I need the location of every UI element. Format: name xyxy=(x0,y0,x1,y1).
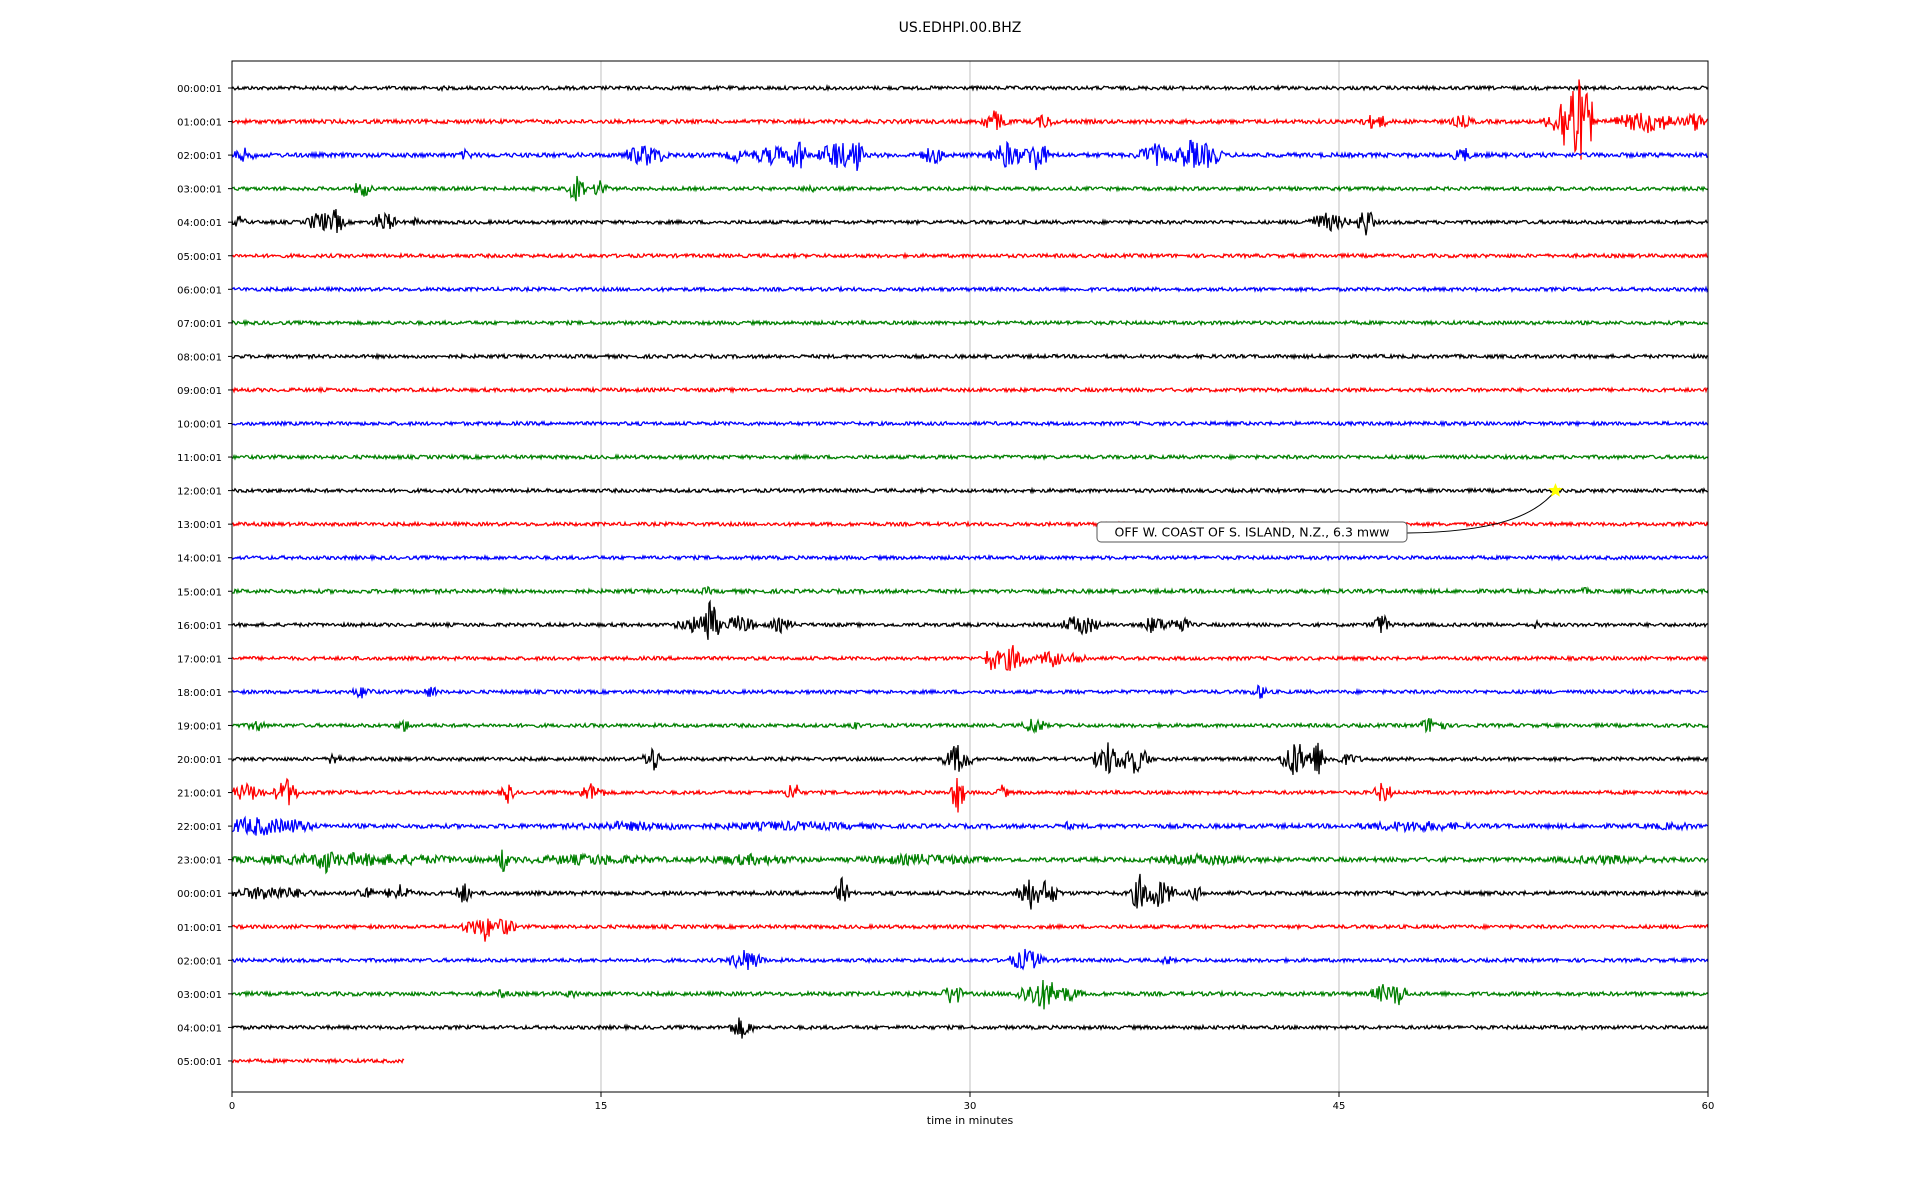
row-label: 03:00:01 xyxy=(177,990,222,1001)
x-tick-label: 60 xyxy=(1702,1101,1715,1112)
annotation-text: OFF W. COAST OF S. ISLAND, N.Z., 6.3 mww xyxy=(1114,525,1389,540)
trace-line xyxy=(231,873,1709,910)
x-tick-label: 30 xyxy=(964,1101,977,1112)
trace-line xyxy=(231,553,1709,562)
trace-line xyxy=(231,520,1709,529)
x-tick-label: 45 xyxy=(1333,1101,1346,1112)
row-label: 20:00:01 xyxy=(177,755,222,766)
row-label: 10:00:01 xyxy=(177,420,222,431)
x-tick-label: 0 xyxy=(229,1101,235,1112)
row-label: 06:00:01 xyxy=(177,285,222,296)
row-label: 04:00:01 xyxy=(177,1023,222,1034)
row-label: 13:00:01 xyxy=(177,520,222,531)
trace-line xyxy=(231,251,1709,260)
trace-line xyxy=(231,352,1709,361)
event-star-marker xyxy=(1548,482,1563,497)
trace-line xyxy=(231,318,1709,327)
trace-line xyxy=(231,849,1709,875)
trace-line xyxy=(231,175,1709,202)
row-label: 03:00:01 xyxy=(177,185,222,196)
row-label: 02:00:01 xyxy=(177,151,222,162)
trace-line xyxy=(231,453,1709,462)
row-label: 09:00:01 xyxy=(177,386,222,397)
trace-line xyxy=(231,742,1709,775)
row-label: 21:00:01 xyxy=(177,789,222,800)
trace-line xyxy=(231,1017,1709,1039)
trace-line xyxy=(231,83,1709,93)
annotation-arrow xyxy=(1406,490,1556,534)
row-label: 16:00:01 xyxy=(177,621,222,632)
row-label: 07:00:01 xyxy=(177,319,222,330)
trace-line xyxy=(231,979,1709,1010)
row-label: 12:00:01 xyxy=(177,487,222,498)
annotation-box xyxy=(1096,521,1408,543)
row-label: 00:00:01 xyxy=(177,84,222,95)
row-label: 08:00:01 xyxy=(177,352,222,363)
trace-line xyxy=(231,815,1709,836)
x-tick-label: 15 xyxy=(595,1101,608,1112)
row-label: 04:00:01 xyxy=(177,218,222,229)
trace-line xyxy=(231,585,1709,596)
row-label: 05:00:01 xyxy=(177,252,222,263)
trace-line xyxy=(231,209,1709,236)
row-label: 11:00:01 xyxy=(177,453,222,464)
chart-title: US.EDHPI.00.BHZ xyxy=(898,20,1022,36)
trace-line xyxy=(231,139,1709,172)
trace-line xyxy=(231,1057,405,1065)
row-label: 01:00:01 xyxy=(177,923,222,934)
row-label: 23:00:01 xyxy=(177,856,222,867)
row-label: 05:00:01 xyxy=(177,1057,222,1068)
row-label: 17:00:01 xyxy=(177,654,222,665)
trace-line xyxy=(231,486,1709,495)
trace-line xyxy=(231,285,1709,294)
trace-line xyxy=(231,717,1709,734)
trace-line xyxy=(231,79,1709,160)
trace-line xyxy=(231,948,1709,971)
row-label: 02:00:01 xyxy=(177,956,222,967)
row-label: 19:00:01 xyxy=(177,721,222,732)
trace-line xyxy=(231,385,1708,395)
trace-line xyxy=(231,645,1709,671)
trace-line xyxy=(231,419,1709,428)
trace-line xyxy=(231,918,1709,942)
trace-line xyxy=(231,599,1709,640)
row-label: 00:00:01 xyxy=(177,889,222,900)
row-label: 18:00:01 xyxy=(177,688,222,699)
trace-line xyxy=(231,684,1709,699)
row-label: 14:00:01 xyxy=(177,554,222,565)
x-axis-label: time in minutes xyxy=(927,1114,1014,1127)
row-label: 01:00:01 xyxy=(177,118,222,129)
trace-line xyxy=(231,777,1709,813)
row-label: 15:00:01 xyxy=(177,587,222,598)
row-label: 22:00:01 xyxy=(177,822,222,833)
